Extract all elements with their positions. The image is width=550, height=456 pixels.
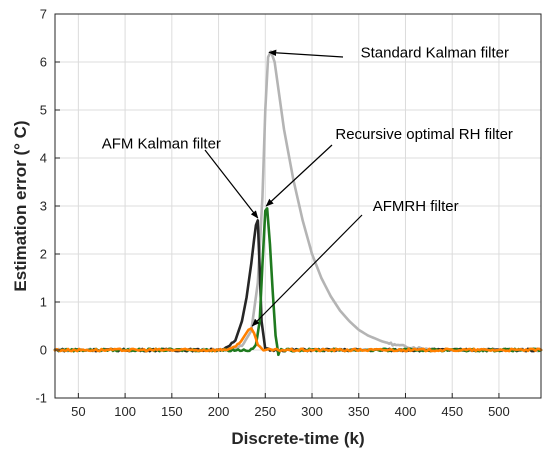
annotation-arrow-afm-kalman-filter <box>204 149 259 219</box>
x-tick-label: 150 <box>161 404 183 419</box>
series-line-afmrh-filter <box>53 327 543 353</box>
y-tick-label: 6 <box>40 55 47 70</box>
y-tick-label: 3 <box>40 199 47 214</box>
series-line-afm-kalman-filter <box>53 219 543 353</box>
y-tick-label: 2 <box>40 247 47 262</box>
y-tick-label: -1 <box>35 391 47 406</box>
y-tick-label: 7 <box>40 7 47 22</box>
grid <box>55 13 541 399</box>
y-tick-label: 0 <box>40 343 47 358</box>
annotation-arrow-recursive-optimal-rh-filter <box>265 144 333 207</box>
x-tick-label: 450 <box>441 404 463 419</box>
annotation-arrow-standard-kalman-filter <box>268 49 344 58</box>
x-tick-label: 500 <box>488 404 510 419</box>
x-tick-label: 250 <box>254 404 276 419</box>
y-tick-label: 5 <box>40 103 47 118</box>
annotation-arrow-afmrh-filter <box>251 214 363 327</box>
series-line-standard-kalman-filter <box>53 50 543 353</box>
x-tick-label: 350 <box>348 404 370 419</box>
ticks: 50 100 150 200 250 300 350 400 450 500 -1 0 1 2 3 4 5 6 7 <box>35 7 509 420</box>
x-tick-label: 50 <box>71 404 85 419</box>
x-tick-label: 300 <box>301 404 323 419</box>
y-tick-label: 1 <box>40 295 47 310</box>
annotation-label-standard-kalman-filter: Standard Kalman filter <box>361 44 509 61</box>
annotations: Standard Kalman filter Recursive optimal … <box>102 44 513 327</box>
y-tick-label: 4 <box>40 151 47 166</box>
x-tick-label: 200 <box>208 404 230 419</box>
annotation-label-afmrh-filter: AFMRH filter <box>373 198 459 215</box>
series-layer <box>53 50 543 357</box>
x-tick-label: 400 <box>395 404 417 419</box>
annotation-label-afm-kalman-filter: AFM Kalman filter <box>102 136 221 153</box>
annotation-label-recursive-optimal-rh-filter: Recursive optimal RH filter <box>335 126 513 143</box>
x-axis-title: Discrete-time (k) <box>231 429 364 448</box>
y-axis-title: Estimation error (° C) <box>11 120 30 291</box>
x-tick-label: 100 <box>114 404 136 419</box>
series-line-recursive-optimal-rh-filter <box>53 207 543 357</box>
